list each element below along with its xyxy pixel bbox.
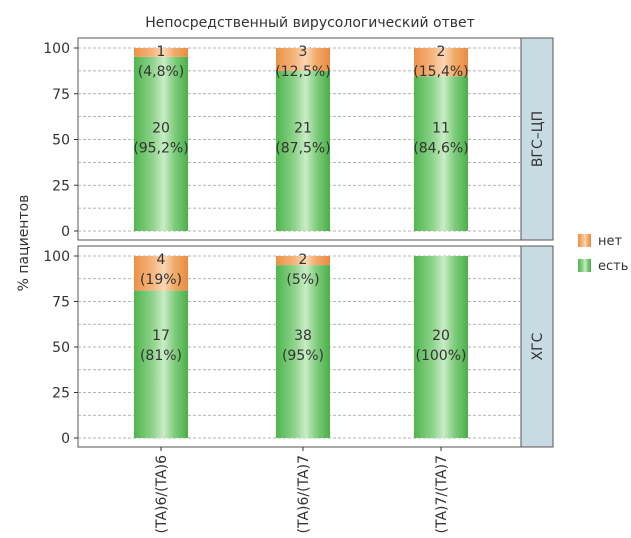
bar-data-label: 38 <box>294 328 312 344</box>
facet-panel: ВГС–ЦП 0 25 50 75 100 20 (95,2%) 1 (4,8%) 21 (87,5%… <box>43 37 554 241</box>
bar-data-label: 11 <box>432 121 450 137</box>
bar-segment <box>134 48 188 57</box>
bar-segment <box>276 265 330 438</box>
bar-segment <box>276 256 330 266</box>
facet-strip-label: ХГС <box>530 332 546 360</box>
bar-data-label: (15,4%) <box>413 64 468 80</box>
bar-segment <box>414 256 468 438</box>
x-tick-label: (TA)7/(TA)7 <box>434 455 450 533</box>
y-tick-label: 25 <box>52 386 70 402</box>
bar-data-label: 21 <box>294 121 312 137</box>
bar-data-label: (19%) <box>140 272 182 288</box>
y-axis-label: % пациентов <box>16 195 32 292</box>
bar-data-label: 2 <box>437 44 446 60</box>
legend-label: нет <box>598 234 622 249</box>
y-tick-label: 0 <box>61 224 70 240</box>
bar-data-label: (100%) <box>416 348 467 364</box>
y-tick-label: 75 <box>52 295 70 311</box>
bar-data-label: 17 <box>152 328 170 344</box>
bar-data-label: 3 <box>299 44 308 60</box>
bar-data-label: (87,5%) <box>275 141 330 157</box>
bar-data-label: 20 <box>432 328 450 344</box>
bar-segment <box>134 256 188 291</box>
y-tick-label: 100 <box>43 249 70 265</box>
y-tick-label: 0 <box>61 431 70 447</box>
bar-data-label: 20 <box>152 121 170 137</box>
x-tick-label: (TA)6/(TA)7 <box>296 455 312 533</box>
bar-segment <box>134 56 188 232</box>
bar-segment <box>134 290 188 438</box>
facet-strip <box>520 245 554 448</box>
chart-title: Непосредственный вирусологический ответ <box>145 15 475 31</box>
bar-data-label: 4 <box>157 252 166 268</box>
facet-strip-label: ВГС–ЦП <box>530 111 546 167</box>
bar-data-label: (5%) <box>286 272 319 288</box>
y-tick-label: 100 <box>43 41 70 57</box>
bar-data-label: 1 <box>157 44 166 60</box>
x-tick-label: (TA)6/(TA)6 <box>154 455 170 534</box>
bar-segment <box>414 76 468 231</box>
legend-label: есть <box>598 259 628 274</box>
y-tick-label: 75 <box>52 87 70 103</box>
facet-strip <box>520 37 554 241</box>
legend-swatch <box>578 259 591 272</box>
y-tick-label: 25 <box>52 178 70 194</box>
facet-panel: ХГС 0 25 50 75 100 17 (81%) 4 (19%) 38 (95%) 2 (5%) 20… <box>43 245 554 448</box>
bar-segment <box>414 48 468 77</box>
bar-data-label: 2 <box>299 252 308 268</box>
bar-data-label: (84,6%) <box>413 141 468 157</box>
bar-segment <box>276 48 330 71</box>
bar-data-label: (4,8%) <box>138 64 185 80</box>
legend-swatch <box>578 234 591 247</box>
bar-data-label: (95%) <box>282 348 324 364</box>
bar-data-label: (95,2%) <box>133 141 188 157</box>
bar-data-label: (12,5%) <box>275 64 330 80</box>
bar-data-label: (81%) <box>140 348 182 364</box>
y-tick-label: 50 <box>52 340 70 356</box>
y-tick-label: 50 <box>52 133 70 149</box>
bar-segment <box>276 70 330 231</box>
